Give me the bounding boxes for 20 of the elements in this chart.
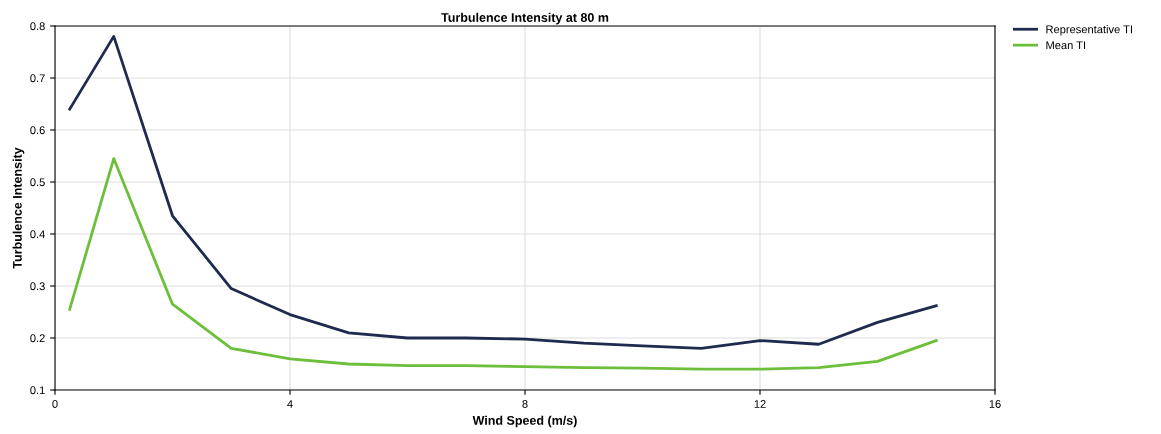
x-tick-label: 4 (287, 400, 293, 408)
y-tick-label: 0.2 (30, 334, 45, 343)
legend-label: Mean TI (1046, 41, 1086, 50)
y-axis-title: Turbulence Intensity (12, 147, 25, 269)
x-axis-title: Wind Speed (m/s) (472, 415, 577, 428)
legend-label: Representative TI (1046, 25, 1132, 36)
x-tick-label: 12 (754, 400, 766, 408)
line-series (68, 157, 938, 371)
y-tick-label: 0.3 (30, 282, 45, 291)
y-tick-label: 0.1 (30, 386, 45, 395)
y-tick-label: 0.4 (30, 230, 45, 239)
y-tick-label: 0.8 (30, 22, 45, 31)
y-tick-label: 0.6 (30, 126, 45, 135)
y-tick-label: 0.7 (30, 74, 45, 83)
chart-title: Turbulence Intensity at 80 m (441, 12, 609, 25)
y-tick-label: 0.5 (30, 178, 45, 187)
x-tick-label: 0 (52, 400, 58, 408)
line-series (68, 35, 938, 350)
x-tick-label: 16 (989, 400, 1001, 408)
x-tick-label: 8 (522, 400, 528, 408)
